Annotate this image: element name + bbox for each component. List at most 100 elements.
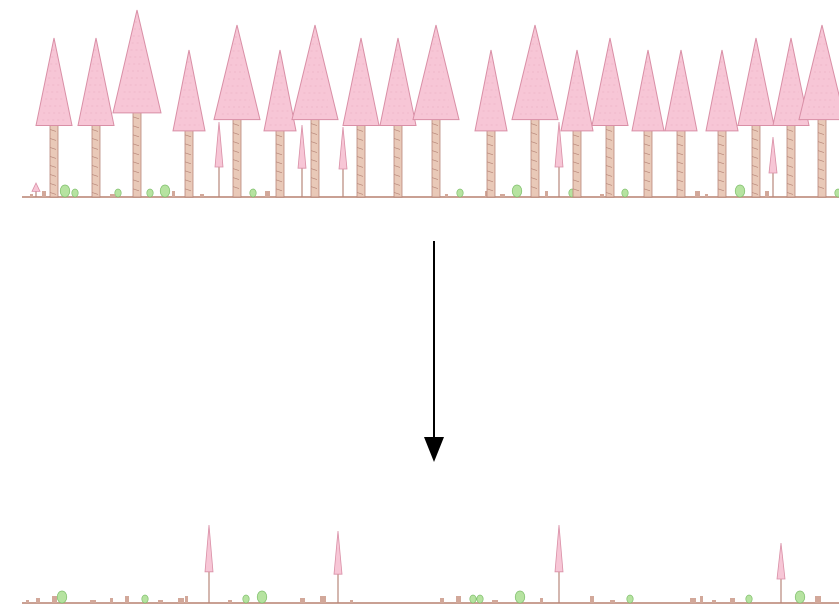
bark-mark bbox=[572, 188, 580, 192]
bark-mark bbox=[817, 177, 825, 180]
bark-mark bbox=[184, 143, 192, 147]
bark-mark bbox=[132, 116, 140, 120]
bark-mark bbox=[486, 134, 494, 138]
bark-mark bbox=[356, 183, 364, 186]
bark-mark bbox=[310, 168, 318, 171]
tall-tree bbox=[474, 49, 508, 198]
bark-mark bbox=[817, 132, 825, 135]
ground-debris bbox=[712, 600, 716, 603]
bark-mark bbox=[431, 141, 439, 144]
bark-mark bbox=[786, 156, 794, 159]
bark-mark bbox=[49, 174, 57, 177]
bark-mark bbox=[817, 159, 825, 162]
tall-tree bbox=[631, 49, 665, 198]
bark-mark bbox=[717, 143, 725, 147]
bark-mark bbox=[132, 188, 140, 192]
bark-mark bbox=[530, 150, 538, 153]
bark-mark bbox=[184, 188, 192, 192]
sapling bbox=[776, 542, 786, 603]
tree-crown bbox=[560, 49, 594, 132]
sapling-crown bbox=[338, 126, 348, 170]
bark-mark bbox=[431, 168, 439, 171]
sapling-crown bbox=[297, 124, 307, 169]
bark-mark bbox=[431, 132, 439, 135]
tall-tree bbox=[342, 37, 380, 198]
sapling-crown bbox=[554, 524, 564, 573]
bark-mark bbox=[393, 147, 401, 150]
bark-mark bbox=[530, 141, 538, 144]
bark-mark bbox=[49, 147, 57, 150]
ground-debris bbox=[52, 596, 57, 603]
bark-mark bbox=[232, 177, 240, 180]
sapling-crown bbox=[776, 542, 786, 580]
tall-tree bbox=[591, 37, 629, 198]
bark-mark bbox=[605, 147, 613, 150]
tall-tree bbox=[213, 24, 261, 198]
bark-mark bbox=[91, 192, 99, 195]
shrub bbox=[114, 188, 122, 198]
ground-debris bbox=[30, 194, 33, 197]
bark-mark bbox=[751, 156, 759, 159]
bark-mark bbox=[786, 183, 794, 186]
bark-mark bbox=[530, 159, 538, 162]
shrub bbox=[159, 184, 171, 198]
bark-mark bbox=[530, 186, 538, 189]
ground-debris bbox=[200, 194, 204, 197]
bark-mark bbox=[91, 147, 99, 150]
bark-mark bbox=[356, 129, 364, 132]
bark-mark bbox=[232, 159, 240, 162]
bark-mark bbox=[356, 156, 364, 159]
bark-mark bbox=[486, 170, 494, 174]
bark-mark bbox=[643, 152, 651, 156]
tall-tree bbox=[35, 37, 73, 198]
bark-mark bbox=[356, 174, 364, 177]
bark-mark bbox=[356, 165, 364, 168]
bark-mark bbox=[132, 152, 140, 156]
bark-mark bbox=[393, 192, 401, 195]
ground-debris bbox=[158, 600, 163, 603]
bark-mark bbox=[132, 125, 140, 129]
ground-debris bbox=[36, 598, 40, 603]
ground-debris bbox=[540, 598, 543, 603]
ground-debris bbox=[320, 596, 326, 603]
tree-trunk bbox=[817, 113, 827, 198]
ground-debris bbox=[705, 194, 708, 197]
bark-mark bbox=[431, 150, 439, 153]
bark-mark bbox=[786, 165, 794, 168]
ground-debris bbox=[492, 600, 498, 603]
bark-mark bbox=[275, 134, 283, 138]
shrub bbox=[59, 184, 71, 198]
bark-mark bbox=[817, 186, 825, 189]
bark-mark bbox=[310, 159, 318, 162]
shrub bbox=[514, 590, 526, 604]
bark-mark bbox=[643, 134, 651, 138]
ground-debris bbox=[90, 600, 96, 603]
sapling-crown bbox=[31, 182, 41, 192]
bark-mark bbox=[49, 165, 57, 168]
bark-mark bbox=[676, 134, 684, 138]
bark-mark bbox=[431, 186, 439, 189]
shrub bbox=[511, 184, 523, 198]
bark-mark bbox=[232, 141, 240, 144]
bark-mark bbox=[356, 192, 364, 195]
bark-mark bbox=[91, 165, 99, 168]
ground-debris bbox=[445, 194, 448, 197]
bark-mark bbox=[49, 138, 57, 141]
ground-debris bbox=[610, 600, 615, 603]
tree-crown bbox=[772, 37, 810, 126]
tree-trunk bbox=[676, 124, 686, 198]
tree-trunk bbox=[431, 113, 441, 198]
sapling-crown bbox=[768, 136, 778, 174]
sapling bbox=[333, 530, 343, 603]
shrub bbox=[794, 590, 806, 604]
ground-debris bbox=[228, 600, 232, 603]
ground-debris bbox=[690, 598, 696, 603]
ground-debris bbox=[110, 194, 115, 197]
bark-mark bbox=[572, 179, 580, 183]
tree-crown bbox=[379, 37, 417, 126]
bark-mark bbox=[786, 129, 794, 132]
tree-crown bbox=[77, 37, 115, 126]
bark-mark bbox=[751, 183, 759, 186]
bark-mark bbox=[676, 170, 684, 174]
shrub bbox=[242, 594, 250, 604]
